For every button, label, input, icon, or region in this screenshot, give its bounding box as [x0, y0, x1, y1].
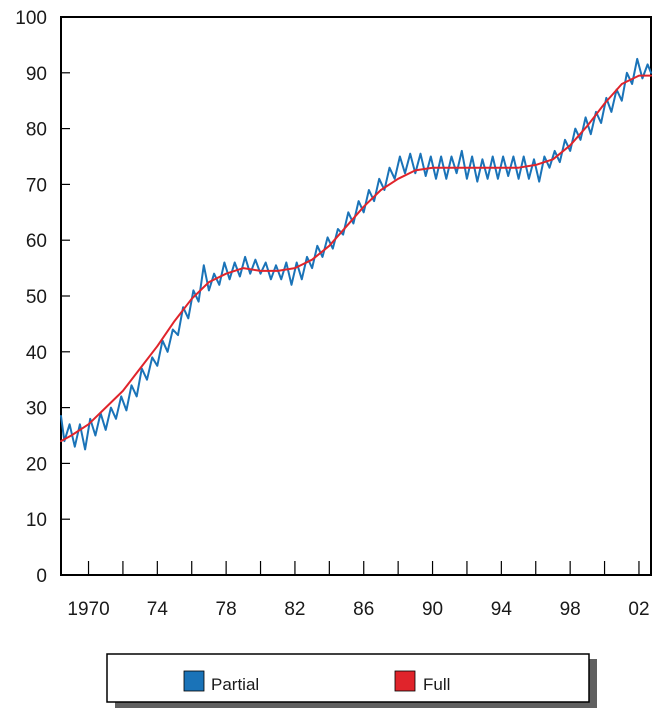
legend-swatch-full: [394, 670, 416, 692]
y-axis: 0 10 20 30 40 50 60 70 80 90 100: [15, 8, 70, 587]
y-tick-label: 60: [26, 231, 47, 252]
series-line-partial: [60, 57, 652, 451]
x-axis: 1970 74 78 82 86 90 94 98 02: [67, 561, 650, 620]
x-tick-label: 78: [216, 599, 237, 620]
y-tick-label: 70: [26, 175, 47, 196]
x-tick-label: 90: [422, 599, 443, 620]
legend-label-full: Full: [423, 675, 450, 694]
legend-box: [106, 653, 590, 703]
plot-area: [60, 16, 652, 576]
series-layer: [60, 57, 652, 451]
plot-frame: [60, 16, 652, 576]
y-tick-label: 100: [15, 8, 47, 29]
y-tick-label: 0: [36, 566, 47, 587]
x-tick-label: 94: [491, 599, 513, 620]
y-tick-label: 50: [26, 287, 47, 308]
y-tick-label: 80: [26, 120, 47, 141]
legend-swatch-partial: [183, 670, 205, 692]
y-tick-label: 90: [26, 64, 47, 85]
y-tick-label: 20: [26, 454, 47, 475]
x-tick-label: 1970: [67, 599, 109, 620]
x-tick-label: 82: [284, 599, 305, 620]
legend: Partial Full: [106, 653, 597, 708]
x-tick-label: 74: [147, 599, 169, 620]
y-tick-label: 30: [26, 399, 47, 420]
x-tick-label: 02: [628, 599, 649, 620]
x-tick-label: 98: [560, 599, 581, 620]
legend-label-partial: Partial: [211, 675, 259, 694]
x-tick-label: 86: [353, 599, 374, 620]
y-tick-label: 40: [26, 343, 47, 364]
y-tick-label: 10: [26, 510, 47, 531]
series-line-full: [60, 74, 652, 443]
